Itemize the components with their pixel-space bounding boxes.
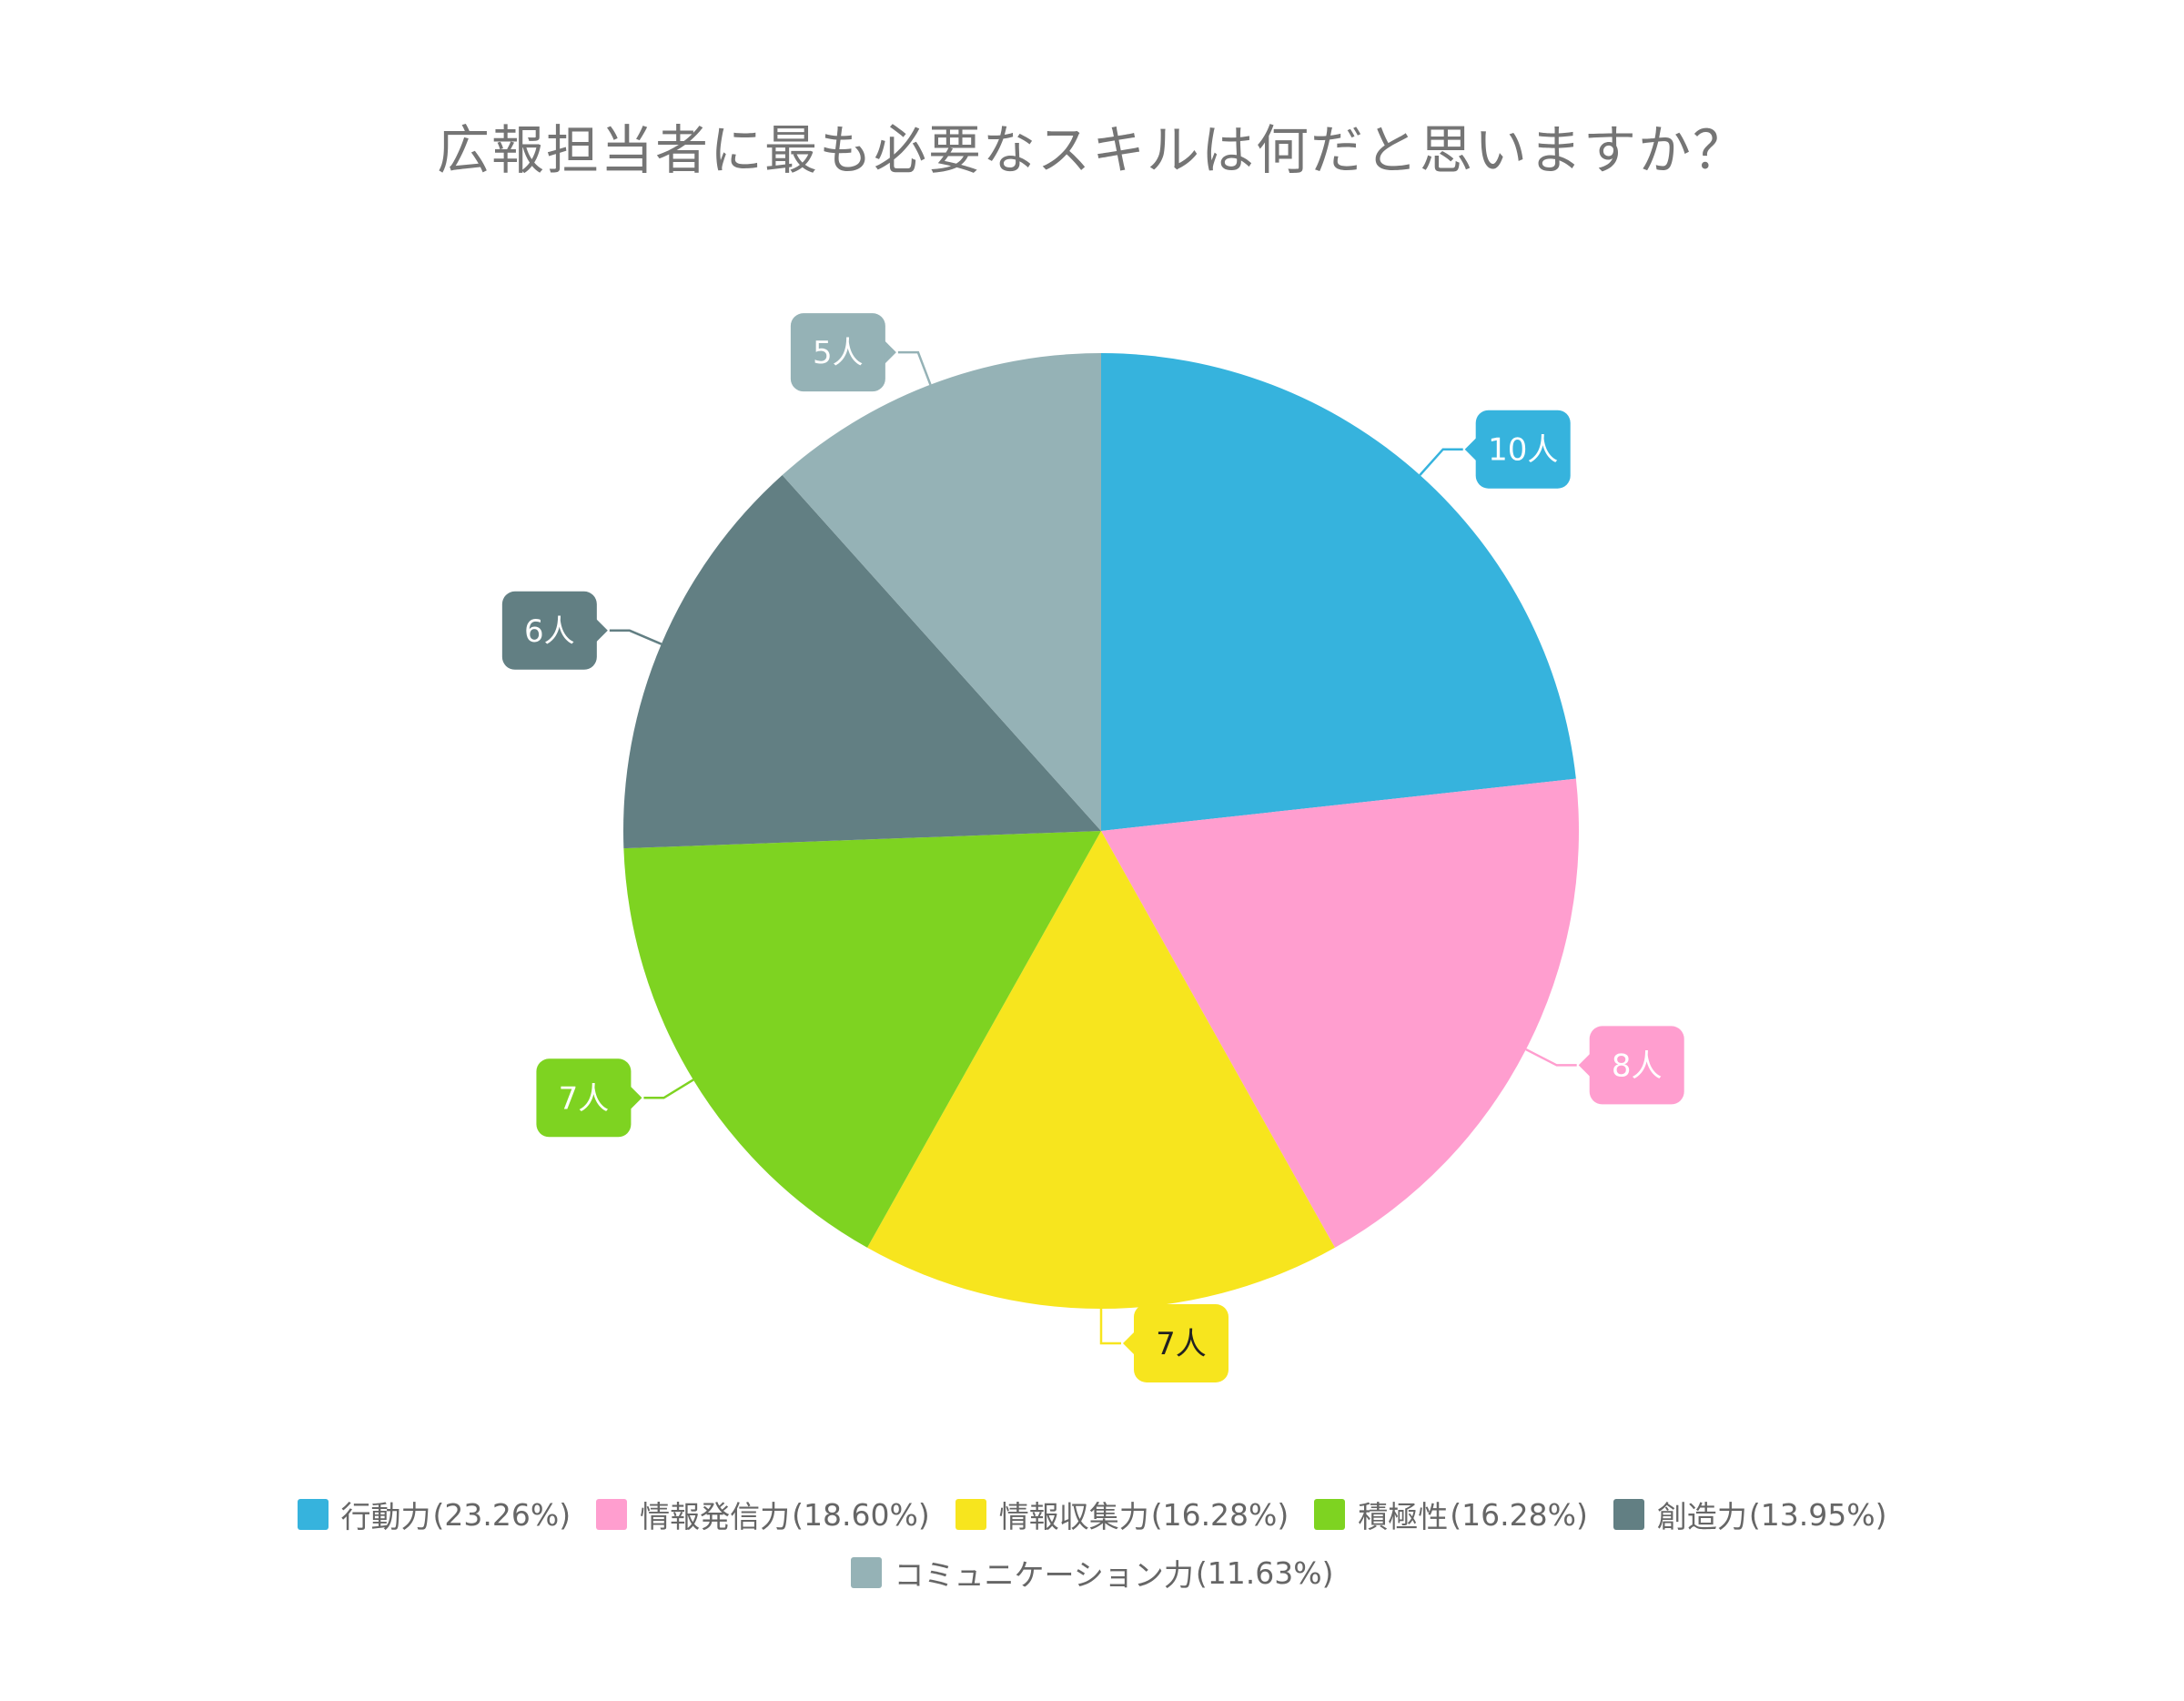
legend-row: コミュニケーション力 (11.63%) — [0, 1544, 2184, 1602]
legend-swatch — [297, 1499, 329, 1530]
legend-percent: (16.28%) — [1450, 1496, 1588, 1533]
pie-slice — [623, 474, 1101, 849]
legend-label: 情報発信力 — [640, 1499, 791, 1534]
legend-swatch — [955, 1499, 986, 1530]
legend-percent: (16.28%) — [1150, 1496, 1289, 1533]
legend-label: コミュニケーション力 — [894, 1557, 1194, 1593]
pie-slice — [867, 831, 1335, 1309]
data-label: 6人 — [524, 613, 575, 650]
pie-data-labels: 10人 8人 7人 7人 6人 5人 — [501, 313, 1684, 1382]
data-label: 10人 — [1488, 432, 1558, 469]
data-label: 7人 — [1156, 1326, 1207, 1362]
legend-label: 創造力 — [1656, 1499, 1747, 1534]
data-label-box — [1134, 1304, 1228, 1382]
data-label-connector — [1419, 448, 1463, 476]
data-label-box — [1475, 410, 1571, 489]
legend-item[interactable]: 創造力 (13.95%) — [1613, 1493, 1887, 1536]
pie-slice — [623, 831, 1101, 1248]
pie-slice — [1101, 353, 1576, 831]
data-label-connector — [897, 350, 932, 386]
legend-swatch — [1314, 1499, 1346, 1530]
data-label-pointer — [1578, 1052, 1592, 1078]
legend-swatch — [850, 1557, 882, 1588]
legend-item[interactable]: 情報収集力 (16.28%) — [955, 1493, 1289, 1536]
legend-label: 積極性 — [1358, 1499, 1449, 1534]
data-label: 7人 — [559, 1080, 610, 1117]
data-label-box — [501, 591, 597, 670]
legend-percent: (13.95%) — [1748, 1496, 1887, 1533]
legend-item[interactable]: 情報発信力 (18.60%) — [596, 1493, 930, 1536]
legend-item[interactable]: 積極性 (16.28%) — [1314, 1493, 1588, 1536]
pie-slice — [782, 353, 1101, 831]
data-label-box — [790, 313, 885, 392]
data-label: 8人 — [1612, 1048, 1663, 1084]
data-label-connector — [609, 629, 662, 645]
legend-percent: (11.63%) — [1195, 1554, 1334, 1591]
data-label-pointer — [629, 1085, 642, 1111]
data-label-pointer — [1464, 436, 1478, 462]
chart-legend: 行動力 (23.26%) 情報発信力 (18.60%) 情報収集力 (16.28%)… — [0, 1485, 2184, 1602]
pie-slices — [623, 353, 1579, 1309]
data-label-pointer — [883, 339, 896, 366]
legend-percent: (18.60%) — [792, 1496, 930, 1533]
legend-label: 行動力 — [340, 1499, 431, 1534]
legend-percent: (23.26%) — [432, 1496, 571, 1533]
data-label-pointer — [1123, 1331, 1136, 1356]
legend-label: 情報収集力 — [998, 1499, 1149, 1534]
data-label-pointer — [594, 617, 608, 643]
legend-swatch — [596, 1499, 628, 1530]
legend-item[interactable]: 行動力 (23.26%) — [297, 1493, 571, 1536]
data-label-connector — [1099, 1309, 1121, 1345]
chart-title: 広報担当者に最も必要なスキルは何だと思いますか？ — [436, 119, 1747, 181]
legend-item[interactable]: コミュニケーション力 (11.63%) — [850, 1551, 1334, 1595]
data-label-connector — [643, 1078, 694, 1099]
legend-row: 行動力 (23.26%) 情報発信力 (18.60%) 情報収集力 (16.28%)… — [0, 1485, 2184, 1544]
data-label-box — [1589, 1026, 1684, 1105]
pie-slice — [1101, 778, 1579, 1248]
legend-swatch — [1613, 1499, 1644, 1530]
data-label-box — [536, 1058, 632, 1138]
data-label: 5人 — [813, 335, 864, 371]
data-label-connector — [1525, 1048, 1577, 1067]
